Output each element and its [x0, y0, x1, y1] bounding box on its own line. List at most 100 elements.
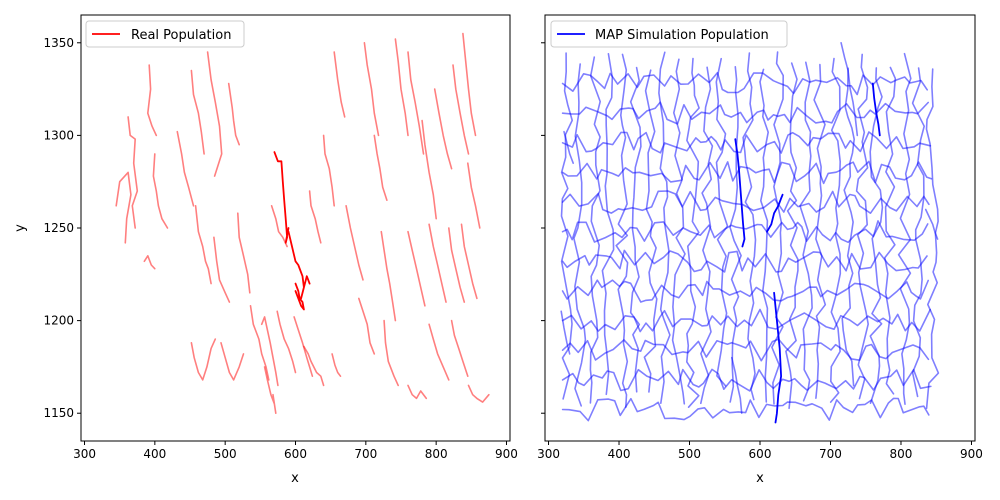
trajectory-line: [383, 319, 400, 387]
trajectory-line: [373, 134, 388, 201]
trajectory-line: [840, 41, 859, 137]
trajectory-line: [561, 160, 933, 185]
x-tick-label: 300: [537, 447, 560, 461]
trajectory-line: [263, 366, 277, 415]
trajectory-line: [855, 53, 870, 400]
trajectory-line: [260, 316, 279, 387]
trajectory-line: [925, 68, 940, 410]
y-axis-ticks: 1150 1200 1250 1300 1350: [43, 36, 81, 420]
x-tick-label: 500: [214, 447, 237, 461]
trajectory-line: [658, 51, 671, 405]
trajectory-line: [363, 41, 380, 137]
x-tick-label: 800: [425, 447, 448, 461]
x-tick-label: 700: [354, 447, 377, 461]
x-tick-label: 900: [495, 447, 518, 461]
trajectory-line: [759, 68, 770, 403]
simulation-trajectories: [560, 41, 940, 424]
trajectory-line: [433, 88, 453, 170]
trajectory-line: [462, 32, 477, 137]
trajectory-line: [561, 397, 930, 422]
y-axis-ticks: [541, 42, 545, 414]
highlight-trajectory-line: [734, 138, 746, 248]
legend-box: [550, 20, 788, 48]
legend: Real Population: [85, 20, 245, 48]
trajectory-line: [799, 61, 813, 402]
trajectory-line: [563, 130, 575, 164]
trajectory-line: [407, 384, 428, 400]
trajectory-line: [729, 66, 742, 403]
trajectory-line: [421, 119, 438, 220]
map-simulation-panel: 300 400 500 600 700 800 900 x MAP Simulation P…: [537, 14, 983, 486]
trajectory-line: [276, 310, 297, 374]
trajectory-line: [452, 64, 470, 155]
real-population-panel: 300 400 500 600 700 800 900 1150 1200 1250 1300 13…: [13, 14, 518, 486]
x-tick-label: 900: [960, 447, 983, 461]
y-tick-label: 1200: [43, 314, 74, 328]
trajectory-line: [561, 308, 932, 333]
trajectory-line: [561, 249, 928, 273]
y-tick-label: 1300: [43, 128, 74, 142]
highlight-trajectory-line: [273, 151, 290, 244]
trajectory-line: [331, 353, 342, 378]
trajectory-line: [308, 190, 322, 244]
highlight-trajectory-line: [773, 291, 782, 424]
trajectory-line: [407, 230, 426, 307]
trajectory-line: [671, 58, 686, 405]
trajectory-line: [194, 205, 212, 285]
trajectory-line: [249, 304, 270, 381]
y-tick-label: 1150: [43, 406, 74, 420]
trajectory-line: [813, 63, 827, 400]
trajectory-line: [237, 212, 251, 294]
legend-label: MAP Simulation Population: [595, 28, 769, 43]
y-tick-label: 1350: [43, 36, 74, 50]
trajectory-line: [303, 345, 325, 387]
x-tick-label: 700: [819, 447, 842, 461]
trajectory-line: [561, 279, 930, 303]
highlight-trajectory-line: [871, 82, 881, 137]
trajectory-line: [176, 130, 195, 207]
trajectory-line: [227, 82, 240, 146]
trajectory-line: [742, 52, 757, 401]
x-tick-label: 300: [73, 447, 96, 461]
x-tick-label: 600: [284, 447, 307, 461]
trajectory-line: [785, 62, 799, 410]
trajectory-line: [685, 57, 700, 409]
trajectory-line: [147, 64, 158, 137]
highlight-trajectory-line: [766, 193, 784, 233]
trajectory-line: [152, 153, 169, 229]
x-tick-label: 400: [608, 447, 631, 461]
trajectory-line: [561, 101, 930, 125]
trajectory-line: [428, 323, 450, 381]
trajectory-line: [561, 71, 929, 96]
y-axis-label: y: [13, 224, 28, 232]
trajectory-line: [115, 171, 132, 244]
trajectory-line: [460, 223, 478, 300]
trajectory-line: [190, 338, 217, 381]
trajectory-line: [293, 316, 314, 378]
trajectory-line: [143, 255, 156, 270]
trajectory-line: [561, 338, 930, 362]
trajectory-line: [270, 205, 288, 248]
trajectory-line: [911, 67, 926, 398]
trajectory-line: [601, 52, 615, 396]
highlight-trajectory-line: [294, 282, 305, 311]
trajectory-line: [466, 162, 481, 229]
trajectory-line: [407, 51, 425, 155]
trajectory-line: [561, 368, 932, 392]
trajectory-line: [220, 341, 245, 381]
trajectory-line: [467, 384, 490, 403]
y-tick-label: 1250: [43, 221, 74, 235]
trajectory-line: [771, 51, 785, 405]
trajectory-line: [357, 297, 376, 355]
trajectory-line: [450, 319, 469, 378]
trajectory-line: [560, 310, 571, 355]
trajectory-line: [730, 356, 743, 415]
trajectory-line: [615, 53, 629, 409]
x-axis-label: x: [291, 471, 299, 486]
trajectory-line: [213, 236, 231, 303]
highlight-trajectory-line: [287, 230, 311, 300]
trajectory-line: [206, 51, 223, 177]
trajectory-line: [394, 38, 409, 137]
